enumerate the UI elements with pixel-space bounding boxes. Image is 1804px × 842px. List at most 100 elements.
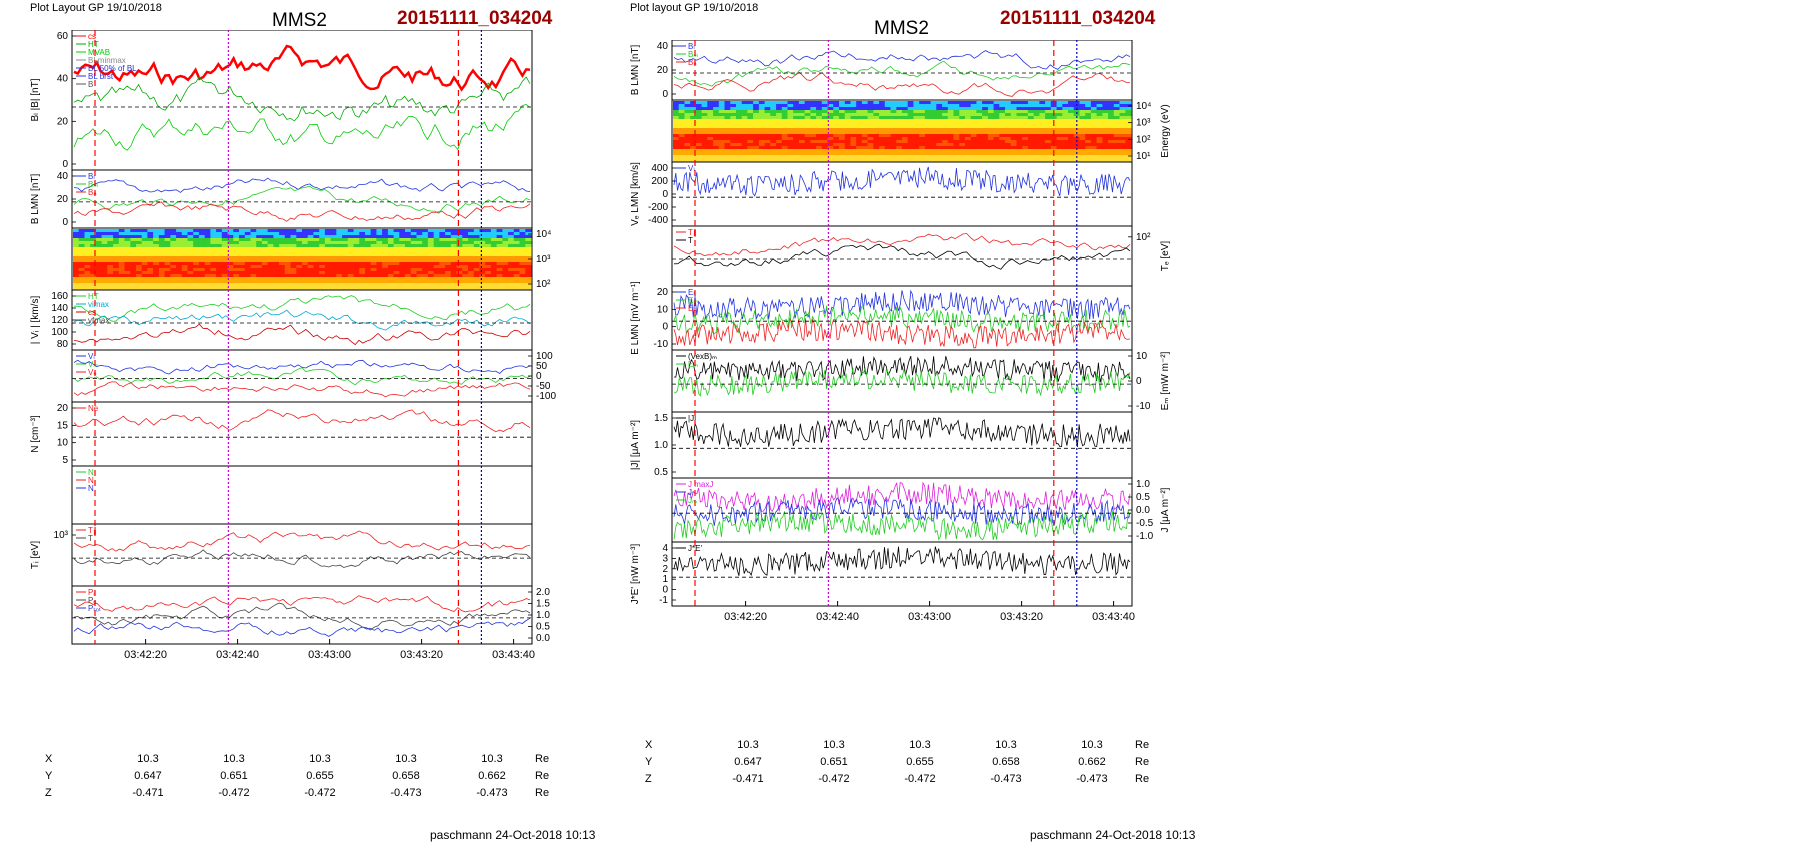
left-panel-2-spectrogram-cell — [233, 274, 240, 278]
left-panel-2-spectrogram-cell — [302, 247, 309, 251]
left-panel-2-spectrogram-cell — [261, 232, 269, 236]
left-footer: paschmann 24-Oct-2018 10:13 — [430, 828, 596, 842]
left-panel-2-spectrogram-cell — [330, 280, 337, 284]
right-panel-1-spectrogram-cell — [718, 149, 726, 153]
left-panel-2-spectrogram-cell — [376, 229, 383, 233]
left-panel-2-spectrogram-cell — [313, 274, 320, 278]
right-panel-1-spectrogram-cell — [959, 116, 966, 120]
left-panel-2-spectrogram-cell — [147, 253, 154, 257]
right-panel-1-spectrogram-cell — [1079, 140, 1086, 144]
left-panel-2-spectrogram-cell — [296, 283, 303, 287]
left-panel-2-spectrogram-cell — [113, 235, 120, 239]
right-panel-1-spectrogram-cell — [856, 140, 863, 144]
left-panel-2-spectrogram-cell — [73, 253, 80, 257]
left-panel-2-spectrogram-cell — [118, 268, 126, 272]
right-panel-1-spectrogram-cell — [907, 143, 914, 147]
right-panel-1-spectrogram-cell — [1045, 155, 1052, 159]
left-panel-2-spectrogram-cell — [450, 265, 458, 269]
right-panel-1-spectrogram-cell — [816, 125, 823, 129]
left-panel-2-spectrogram-cell — [136, 232, 143, 236]
right-panel-1-spectrogram-cell — [713, 110, 720, 114]
left-panel-3-tick-label: 100 — [51, 327, 68, 338]
left-panel-2-spectrogram-cell — [399, 238, 406, 242]
right-panel-1-spectrogram-cell — [890, 155, 897, 159]
right-panel-1-spectrogram-cell — [730, 104, 737, 108]
ephemeris-value: 10.3 — [995, 738, 1017, 751]
left-panel-2-spectrogram-cell — [90, 247, 97, 251]
left-event-id: 20151111_034204 — [397, 8, 553, 29]
left-panel-2-spectrogram-cell — [221, 238, 229, 242]
left-panel-2-spectrogram-cell — [221, 229, 229, 233]
left-panel-2-spectrogram-cell — [170, 283, 177, 287]
right-panel-1-spectrogram-cell — [913, 140, 920, 144]
right-panel-1-spectrogram-cell — [1027, 155, 1035, 159]
left-panel-2-spectrogram-cell — [439, 247, 446, 251]
left-panel-2-spectrogram-cell — [324, 274, 332, 278]
right-panel-1-spectrogram-cell — [758, 143, 766, 147]
right-panel-1-spectrogram-cell — [1045, 116, 1052, 120]
right-panel-1-spectrogram-cell — [1062, 125, 1069, 129]
left-panel-3-tick-label: 80 — [57, 339, 69, 350]
right-panel-1-spectrogram-cell — [1016, 128, 1023, 132]
right-panel-1-spectrogram-cell — [987, 110, 995, 114]
left-panel-2-spectrogram-cell — [376, 259, 383, 263]
right-panel-1-spectrogram-cell — [673, 152, 680, 156]
left-panel-2-spectrogram-cell — [261, 238, 269, 242]
right-panel-1-spectrogram-cell — [787, 155, 794, 159]
right-panel-1-spectrogram-cell — [902, 125, 909, 129]
left-panel-2-spectrogram-cell — [279, 241, 286, 245]
left-panel-2-spectrogram-cell — [187, 238, 194, 242]
right-panel-1-spectrogram-cell — [793, 152, 800, 156]
left-panel-2-spectrogram-cell — [136, 253, 143, 257]
left-panel-2-spectrogram-cell — [525, 253, 532, 257]
right-panel-1-spectrogram-cell — [741, 137, 748, 141]
left-panel-2-spectrogram-cell — [239, 256, 246, 260]
right-panel-1-spectrogram-cell — [1056, 137, 1063, 141]
right-panel-1-spectrogram-cell — [827, 140, 834, 144]
right-panel-1-spectrogram-cell — [810, 143, 817, 147]
right-panel-1-spectrogram-cell — [781, 152, 789, 156]
right-spacecraft-title: MMS2 — [874, 18, 929, 39]
left-panel-2-spectrogram-cell — [399, 268, 406, 272]
right-panel-1-spectrogram-cell — [724, 158, 731, 162]
right-panel-1-spectrogram-cell — [678, 113, 685, 117]
right-panel-2-tick-label: 0 — [662, 189, 668, 200]
right-panel-1-spectrogram-cell — [741, 143, 748, 147]
left-panel-3-series-2 — [73, 323, 531, 346]
right-panel-0-legend-label: Bₘ — [688, 50, 698, 59]
right-panel-1-spectrogram-cell — [753, 134, 760, 138]
right-panel-1-spectrogram-cell — [1045, 107, 1052, 111]
left-panel-2-spectrogram-cell — [158, 253, 166, 257]
left-panel-2-spectrogram-cell — [296, 280, 303, 284]
right-panel-1-spectrogram-cell — [1062, 134, 1069, 138]
right-panel-1-spectrogram-cell — [987, 146, 995, 150]
right-panel-1-spectrogram-cell — [793, 128, 800, 132]
right-panel-1-spectrogram-cell — [1050, 137, 1058, 141]
right-panel-1-spectrogram-cell — [1068, 155, 1075, 159]
left-panel-2-spectrogram-cell — [433, 247, 440, 251]
left-panel-2-spectrogram-cell — [124, 232, 131, 236]
right-panel-1-spectrogram-cell — [753, 146, 760, 150]
right-panel-1-spectrogram-cell — [798, 149, 806, 153]
left-panel-2-spectrogram-cell — [399, 241, 406, 245]
left-panel-2-spectrogram-cell — [359, 274, 366, 278]
left-panel-8-frame — [71, 585, 533, 645]
right-panel-1-spectrogram-cell — [884, 107, 892, 111]
left-panel-2-spectrogram-cell — [250, 250, 257, 254]
left-panel-2-spectrogram-cell — [273, 274, 280, 278]
right-panel-1-spectrogram-cell — [930, 134, 937, 138]
right-panel-1-spectrogram-cell — [953, 158, 960, 162]
left-panel-2-spectrogram-cell — [267, 235, 274, 239]
right-panel-1-spectrogram-cell — [1062, 137, 1069, 141]
left-panel-2-spectrogram-cell — [307, 277, 314, 281]
right-panel-1-spectrogram-cell — [987, 140, 995, 144]
right-panel-1-spectrogram-cell — [907, 137, 914, 141]
left-panel-2-spectrogram-cell — [158, 238, 166, 242]
right-panel-1-spectrogram-cell — [810, 155, 817, 159]
right-panel-1-spectrogram-cell — [976, 149, 983, 153]
left-panel-2-spectrogram-cell — [124, 256, 131, 260]
left-panel-2-spectrogram-cell — [261, 229, 269, 233]
left-panel-4-legend-label: Vₗ — [88, 352, 95, 361]
right-panel-1-spectrogram-cell — [695, 104, 703, 108]
